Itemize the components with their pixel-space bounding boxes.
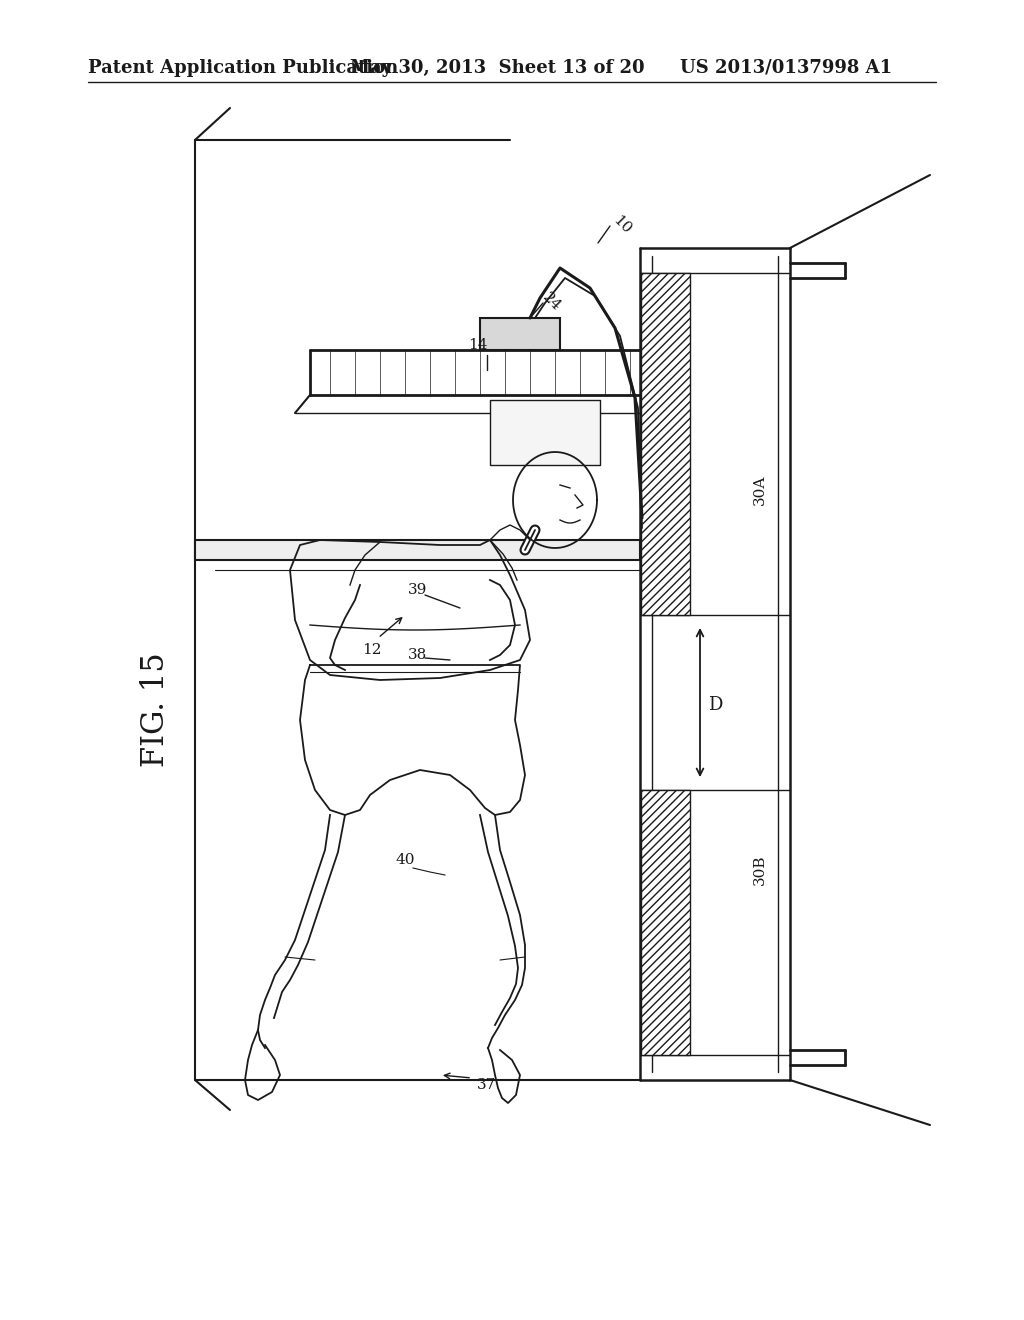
Bar (195, 540, 640, 560)
Text: FIG. 15: FIG. 15 (139, 652, 171, 767)
Text: 30A: 30A (753, 475, 767, 506)
Text: May 30, 2013  Sheet 13 of 20: May 30, 2013 Sheet 13 of 20 (350, 59, 645, 77)
Text: D: D (708, 696, 722, 714)
Bar (490, 400, 600, 465)
Bar (641, 273, 690, 615)
Text: 30B: 30B (753, 855, 767, 886)
Text: 39: 39 (408, 583, 427, 597)
Bar (641, 789, 690, 1055)
Text: 24: 24 (540, 290, 564, 314)
Text: 12: 12 (362, 643, 382, 657)
Bar (480, 318, 560, 350)
Text: 38: 38 (408, 648, 427, 663)
Text: US 2013/0137998 A1: US 2013/0137998 A1 (680, 59, 892, 77)
Text: 14: 14 (468, 338, 487, 352)
Text: 40: 40 (395, 853, 415, 867)
Text: Patent Application Publication: Patent Application Publication (88, 59, 398, 77)
Text: 10: 10 (610, 213, 634, 236)
Text: 37: 37 (477, 1078, 497, 1092)
